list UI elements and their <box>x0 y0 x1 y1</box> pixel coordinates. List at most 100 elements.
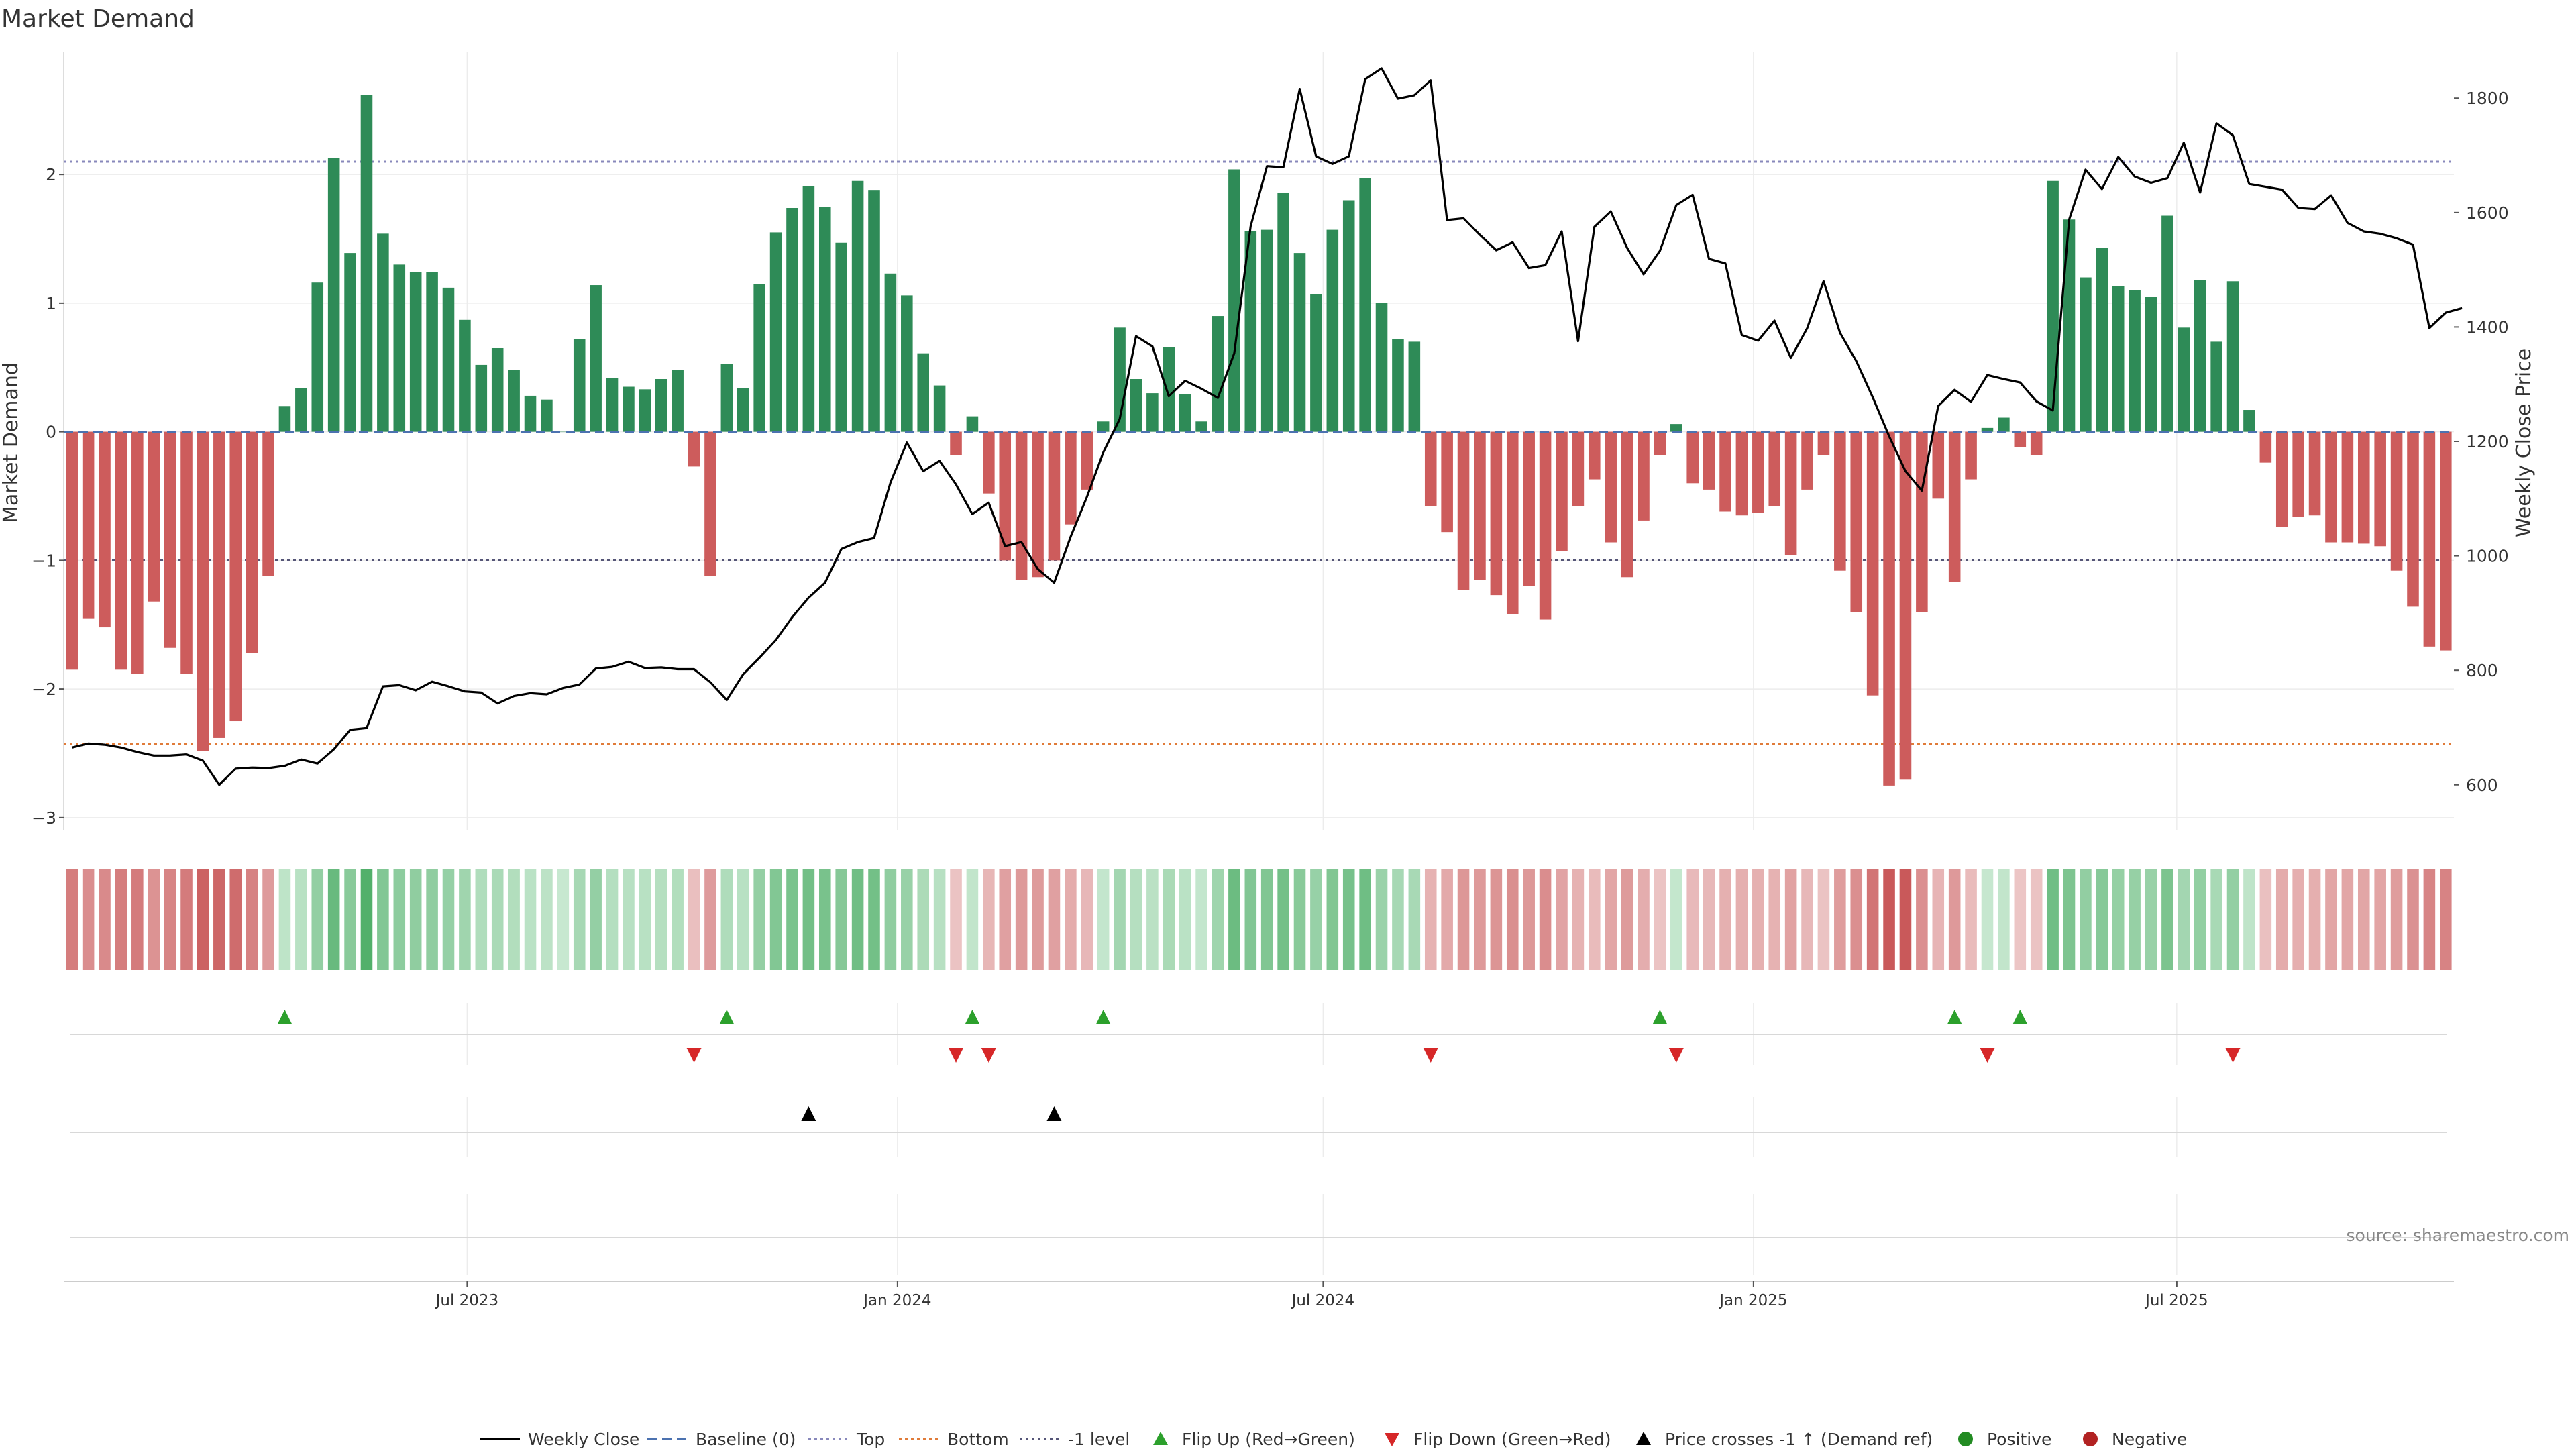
y-axis-label: Market Demand <box>0 362 23 523</box>
demand-bar <box>1032 431 1044 578</box>
demand-bar <box>983 431 995 494</box>
demand-bar <box>2030 431 2043 455</box>
heat-cell <box>66 869 78 970</box>
demand-bar <box>1228 169 1240 432</box>
heat-cell <box>655 869 667 970</box>
demand-bar <box>851 180 864 432</box>
heat-cell <box>2341 869 2354 970</box>
heat-cell <box>1342 869 1355 970</box>
heat-cell <box>344 869 356 970</box>
legend-swatch <box>1636 1432 1651 1445</box>
heat-cell <box>1817 869 1830 970</box>
demand-bar <box>1097 421 1110 432</box>
heat-cell <box>1539 869 1552 970</box>
heat-cell <box>1638 869 1650 970</box>
heat-cell <box>1114 869 1126 970</box>
heat-cell <box>1441 869 1453 970</box>
demand-bar <box>1195 421 1208 432</box>
demand-bar <box>884 273 897 432</box>
weekly-close-line <box>71 67 2463 786</box>
chart-title: Market Demand <box>1 5 195 33</box>
heat-cell <box>1703 869 1715 970</box>
heat-cell <box>426 869 438 970</box>
demand-bar <box>99 431 111 628</box>
heat-cell <box>884 869 897 970</box>
demand-heat-strip <box>66 869 2452 970</box>
heat-cell <box>1998 869 2010 970</box>
heat-cell <box>82 869 95 970</box>
heat-cell <box>1556 869 1568 970</box>
flip-up-marker <box>1095 1010 1111 1024</box>
heat-cell <box>524 869 537 970</box>
demand-bar <box>1506 431 1519 614</box>
heat-cell <box>393 869 406 970</box>
x-tick-label: Jul 2023 <box>435 1292 499 1309</box>
demand-bar <box>2259 431 2272 463</box>
demand-bar <box>311 282 324 432</box>
demand-bar <box>1670 424 1682 432</box>
demand-bar <box>999 431 1012 561</box>
heat-cell <box>2440 869 2452 970</box>
heat-cell <box>442 869 455 970</box>
demand-bar <box>1081 431 1093 490</box>
flip-down-marker <box>981 1048 996 1063</box>
flip-down-marker <box>2225 1048 2241 1063</box>
heat-cell <box>2292 869 2304 970</box>
heat-cell <box>295 869 307 970</box>
heat-cell <box>2112 869 2125 970</box>
legend-label: Price crosses -1 ↑ (Demand ref) <box>1665 1430 1933 1449</box>
demand-bar <box>1375 303 1388 432</box>
legend-label: Negative <box>2112 1430 2187 1449</box>
heat-cell <box>557 869 570 970</box>
demand-bar <box>1981 427 1994 432</box>
demand-bar <box>1784 431 1797 555</box>
heat-cell <box>229 869 242 970</box>
heat-cell <box>623 869 635 970</box>
heat-cell <box>1032 869 1044 970</box>
demand-bar <box>720 364 733 432</box>
demand-bar <box>557 431 570 433</box>
demand-bar <box>950 431 962 455</box>
heat-cell <box>2308 869 2321 970</box>
heat-cell <box>590 869 602 970</box>
heat-cell <box>508 869 520 970</box>
heat-cell <box>2014 869 2027 970</box>
heat-cell <box>213 869 225 970</box>
legend: Weekly Close Baseline (0) Top Bottom -1 leve… <box>480 1430 2187 1449</box>
heat-cell <box>933 869 946 970</box>
demand-bar <box>1146 393 1159 432</box>
demand-bar <box>1834 431 1846 571</box>
heat-cell <box>311 869 324 970</box>
heat-cell <box>999 869 1012 970</box>
demand-bar <box>197 431 209 751</box>
heat-cell <box>688 869 700 970</box>
heat-cell <box>1719 869 1731 970</box>
demand-bar <box>491 347 504 432</box>
heat-cell <box>769 869 782 970</box>
heat-cell <box>1883 869 1895 970</box>
heat-cell <box>704 869 716 970</box>
demand-bar <box>1359 178 1371 432</box>
demand-bar <box>1768 431 1781 506</box>
demand-bar <box>1539 431 1552 620</box>
heat-cell <box>1359 869 1371 970</box>
demand-bar <box>2390 431 2403 571</box>
heat-cell <box>1981 869 1994 970</box>
heat-cell <box>639 869 651 970</box>
heat-cell <box>491 869 504 970</box>
heat-cell <box>1195 869 1208 970</box>
flip-up-marker <box>277 1010 292 1024</box>
demand-bar <box>639 389 651 432</box>
flip-down-marker <box>949 1048 964 1063</box>
heat-cell <box>409 869 422 970</box>
demand-bar <box>2308 431 2321 516</box>
flip-down-marker <box>686 1048 702 1063</box>
heat-cell <box>2178 869 2190 970</box>
demand-bar <box>66 431 78 670</box>
heat-cell <box>1801 869 1813 970</box>
demand-bar <box>2226 281 2239 432</box>
x-tick-label: Jan 2025 <box>1718 1292 1787 1309</box>
legend-label: Flip Down (Green→Red) <box>1413 1430 1611 1449</box>
demand-bar <box>148 431 160 602</box>
heat-cell <box>672 869 684 970</box>
